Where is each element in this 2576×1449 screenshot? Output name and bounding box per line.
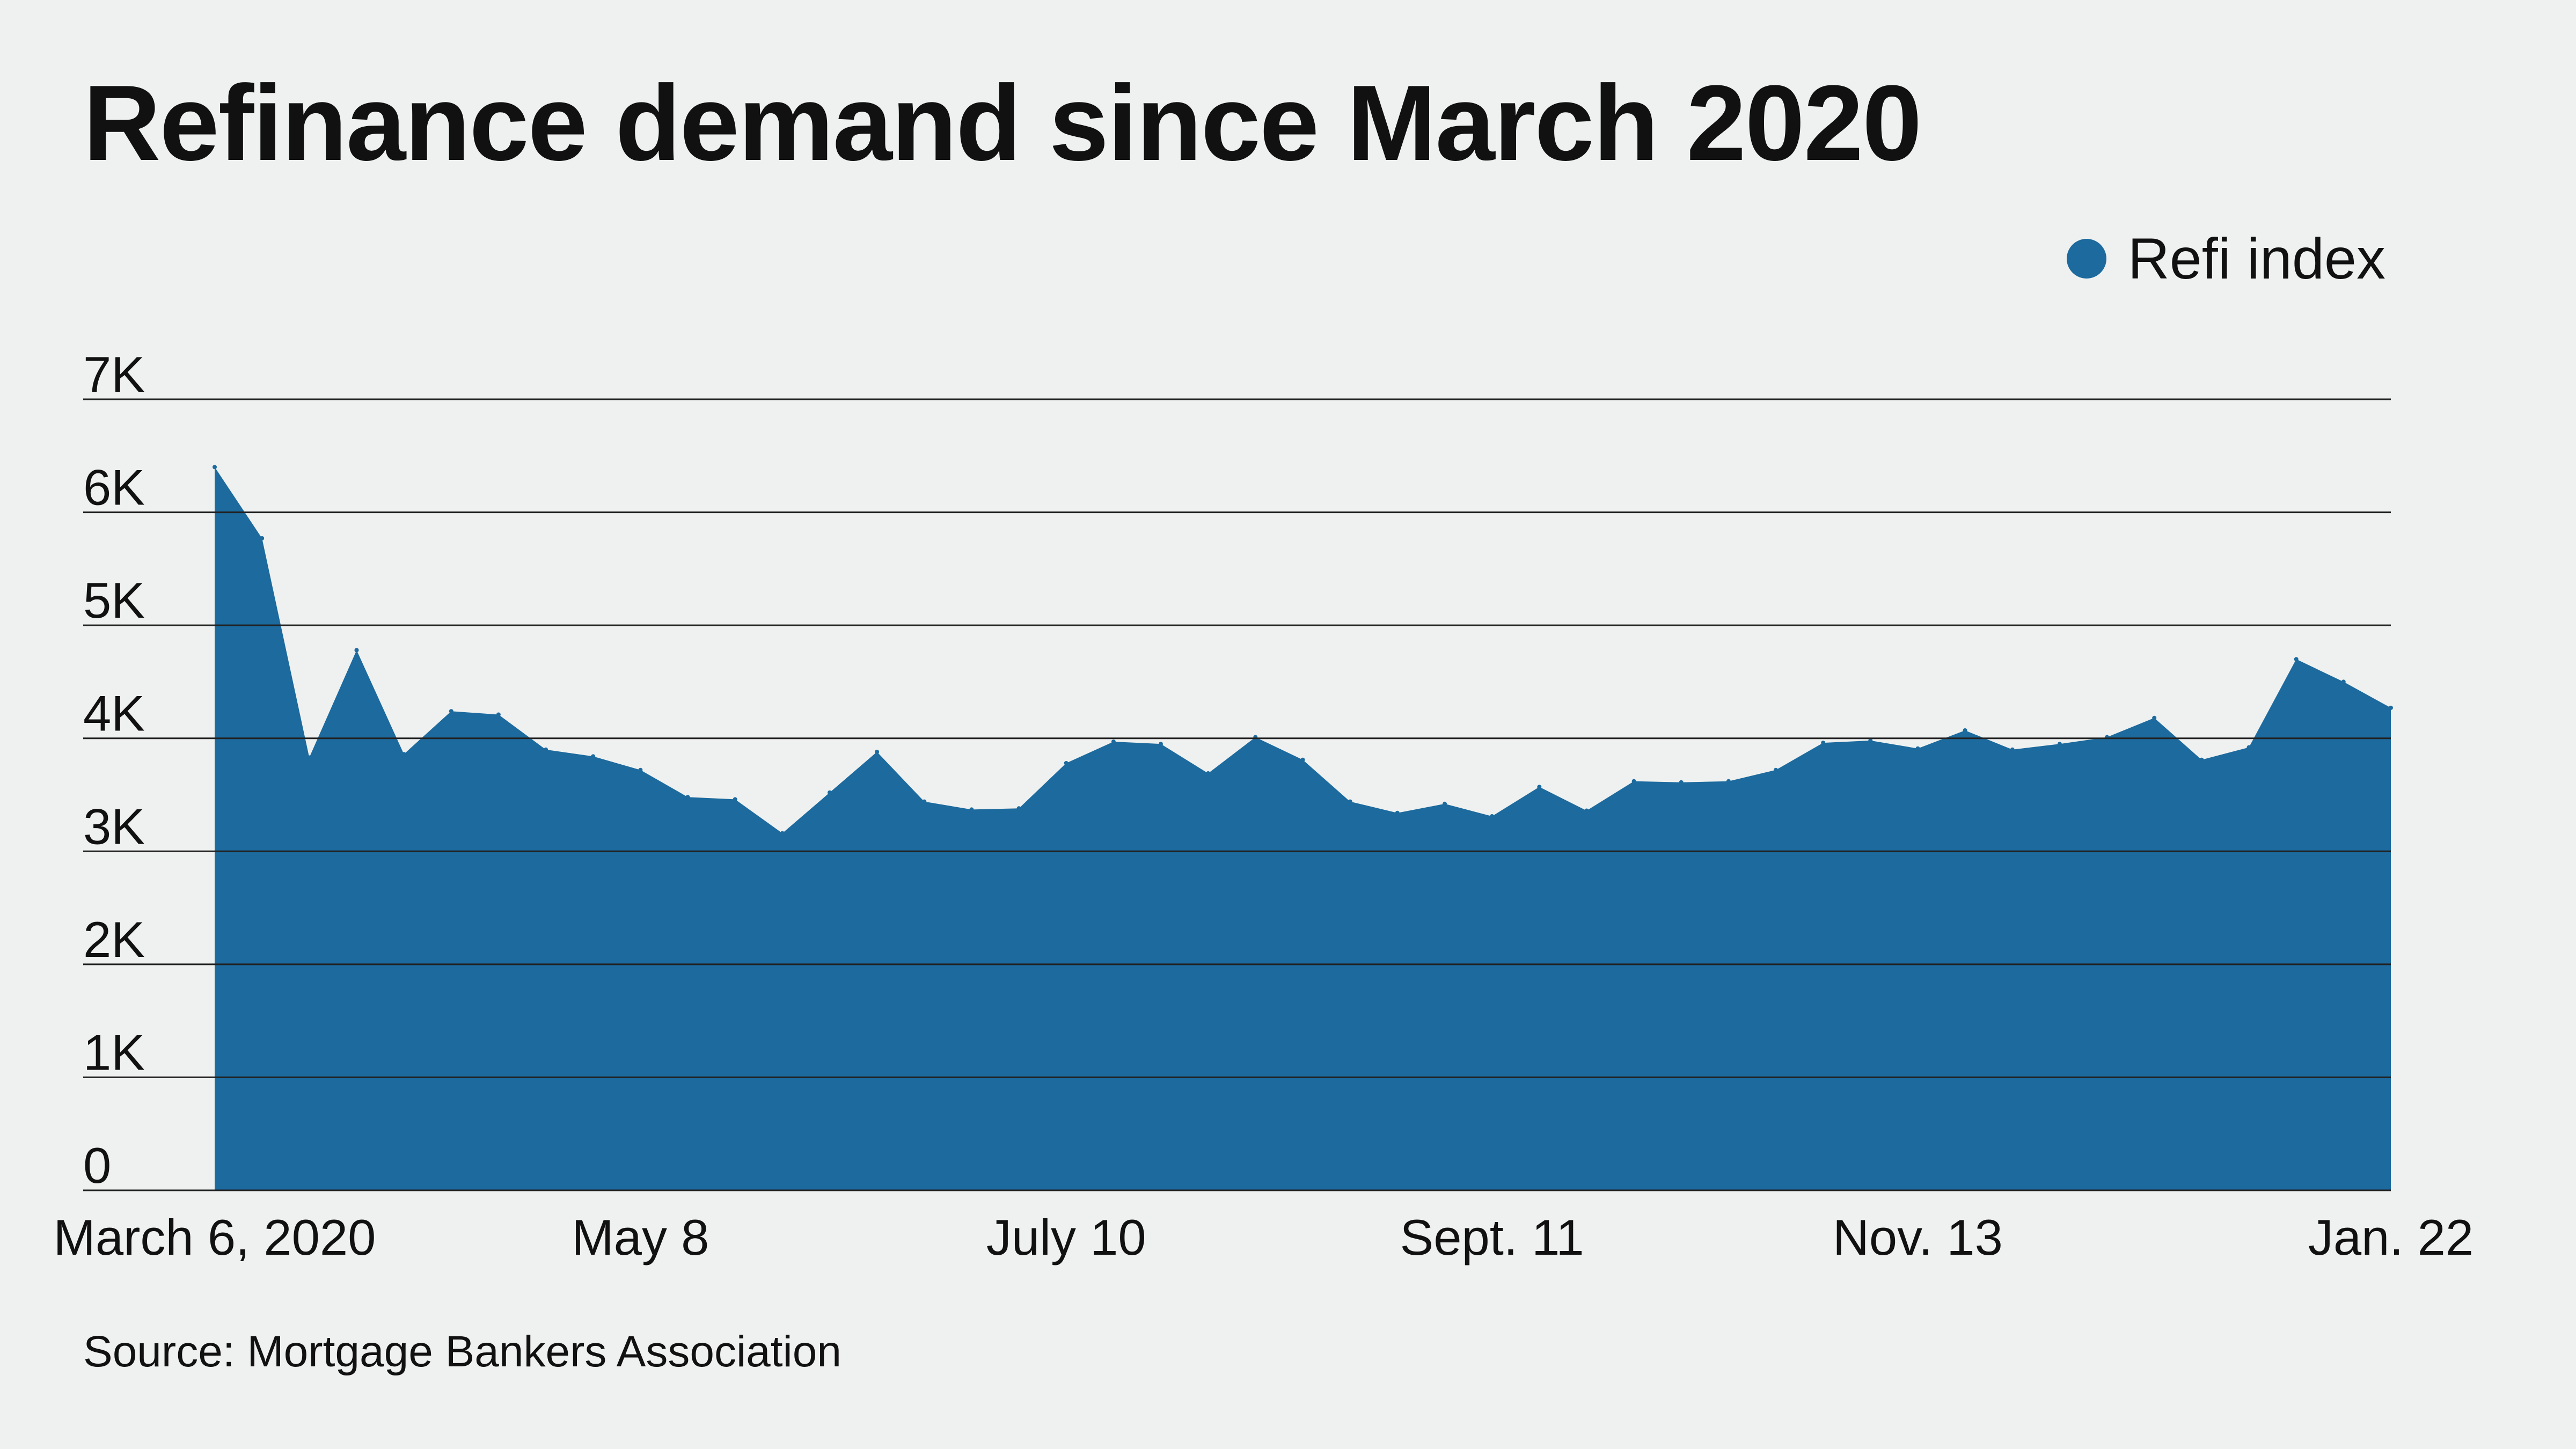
x-tick-label: July 10: [986, 1209, 1146, 1265]
data-point: [1679, 780, 1684, 785]
data-point: [1064, 761, 1069, 765]
legend: Refi index: [2066, 226, 2385, 291]
data-point: [2341, 679, 2346, 684]
area-layer: [213, 465, 2393, 1190]
data-point: [685, 795, 690, 800]
data-point: [1537, 785, 1542, 789]
x-tick-label: Nov. 13: [1833, 1209, 2003, 1265]
data-point: [1443, 801, 1447, 806]
data-point: [1774, 767, 1778, 772]
data-point: [591, 754, 596, 759]
data-point: [401, 752, 406, 757]
axis-labels: 0 1K 2K 3K 4K 5K 6K 7K March 6, 2020 May 8 July 10…: [54, 346, 2474, 1265]
data-point: [1300, 757, 1305, 762]
data-point: [780, 831, 785, 836]
data-point: [638, 767, 643, 772]
x-tick-label: March 6, 2020: [54, 1209, 376, 1265]
data-point: [213, 465, 217, 470]
data-point: [307, 755, 312, 760]
x-tick-label: Sept. 11: [1400, 1209, 1584, 1265]
gridlines: [83, 398, 2391, 1191]
data-point: [1016, 806, 1021, 811]
data-point: [1348, 799, 1352, 804]
data-point: [733, 797, 737, 802]
x-tick-label: Jan. 22: [2308, 1209, 2473, 1265]
data-point: [1159, 742, 1163, 747]
data-point: [496, 712, 501, 717]
data-point: [1821, 741, 1826, 745]
data-point: [2294, 657, 2299, 662]
data-point: [2152, 715, 2157, 720]
data-point: [1111, 740, 1116, 744]
y-tick-label: 0: [83, 1137, 111, 1194]
chart-title: Refinance demand since March 2020: [83, 63, 1922, 183]
data-point: [1490, 814, 1495, 818]
data-point: [2199, 757, 2204, 762]
legend-dot-icon: [2066, 239, 2106, 279]
data-point: [1206, 771, 1211, 775]
data-point: [922, 799, 927, 804]
data-point: [1584, 808, 1589, 813]
data-point: [875, 750, 880, 754]
legend-label: Refi index: [2127, 226, 2385, 291]
data-point: [449, 709, 453, 714]
data-point: [1963, 728, 1967, 733]
data-point: [2389, 705, 2393, 710]
data-point: [1868, 738, 1873, 743]
y-tick-label: 1K: [83, 1024, 145, 1080]
data-point: [828, 790, 832, 795]
data-point: [2057, 742, 2062, 747]
y-tick-label: 6K: [83, 459, 145, 516]
y-tick-label: 2K: [83, 911, 145, 968]
x-tick-label: May 8: [572, 1209, 709, 1265]
series-area-refi-index: [215, 467, 2391, 1190]
y-tick-label: 3K: [83, 798, 145, 854]
data-point: [544, 747, 548, 752]
data-point: [2010, 747, 2015, 752]
data-point: [1726, 779, 1731, 784]
y-tick-label: 7K: [83, 346, 145, 402]
data-point: [260, 536, 265, 540]
source-note: Source: Mortgage Bankers Association: [83, 1327, 841, 1376]
y-tick-label: 4K: [83, 685, 145, 742]
data-point: [1631, 779, 1636, 784]
data-point: [2246, 745, 2251, 750]
data-point: [969, 807, 974, 812]
data-point: [1915, 746, 1920, 751]
data-point: [354, 648, 359, 653]
y-tick-label: 5K: [83, 572, 145, 628]
data-point: [1395, 810, 1400, 815]
